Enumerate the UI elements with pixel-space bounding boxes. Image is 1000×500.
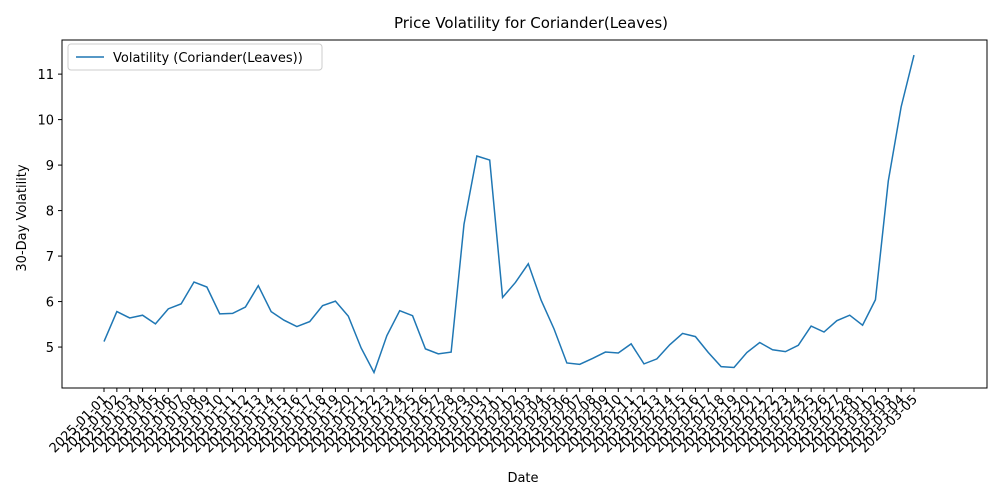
x-axis-label: Date xyxy=(507,471,538,486)
y-tick-label: 11 xyxy=(37,68,54,83)
y-tick-label: 10 xyxy=(37,114,54,129)
plot-frame xyxy=(61,39,988,389)
legend-box xyxy=(67,43,323,71)
legend: Volatility (Coriander(Leaves)) xyxy=(67,43,323,71)
y-tick-label: 6 xyxy=(46,296,54,311)
y-tick-label: 8 xyxy=(46,205,54,220)
y-tick-label: 9 xyxy=(46,159,54,174)
chart-title: Price Volatility for Coriander(Leaves) xyxy=(394,14,668,32)
y-tick-label: 5 xyxy=(46,341,54,356)
y-axis: 5 6 7 8 9 10 11 xyxy=(37,68,62,356)
plot-area xyxy=(61,39,988,389)
x-axis: 2025-01-012025-01-022025-01-032025-01-04… xyxy=(47,388,921,456)
legend-label: Volatility (Coriander(Leaves)) xyxy=(113,51,303,66)
y-axis-label: 30-Day Volatility xyxy=(15,164,30,271)
series-line-volatility xyxy=(103,54,915,375)
y-tick-label: 7 xyxy=(46,250,54,265)
